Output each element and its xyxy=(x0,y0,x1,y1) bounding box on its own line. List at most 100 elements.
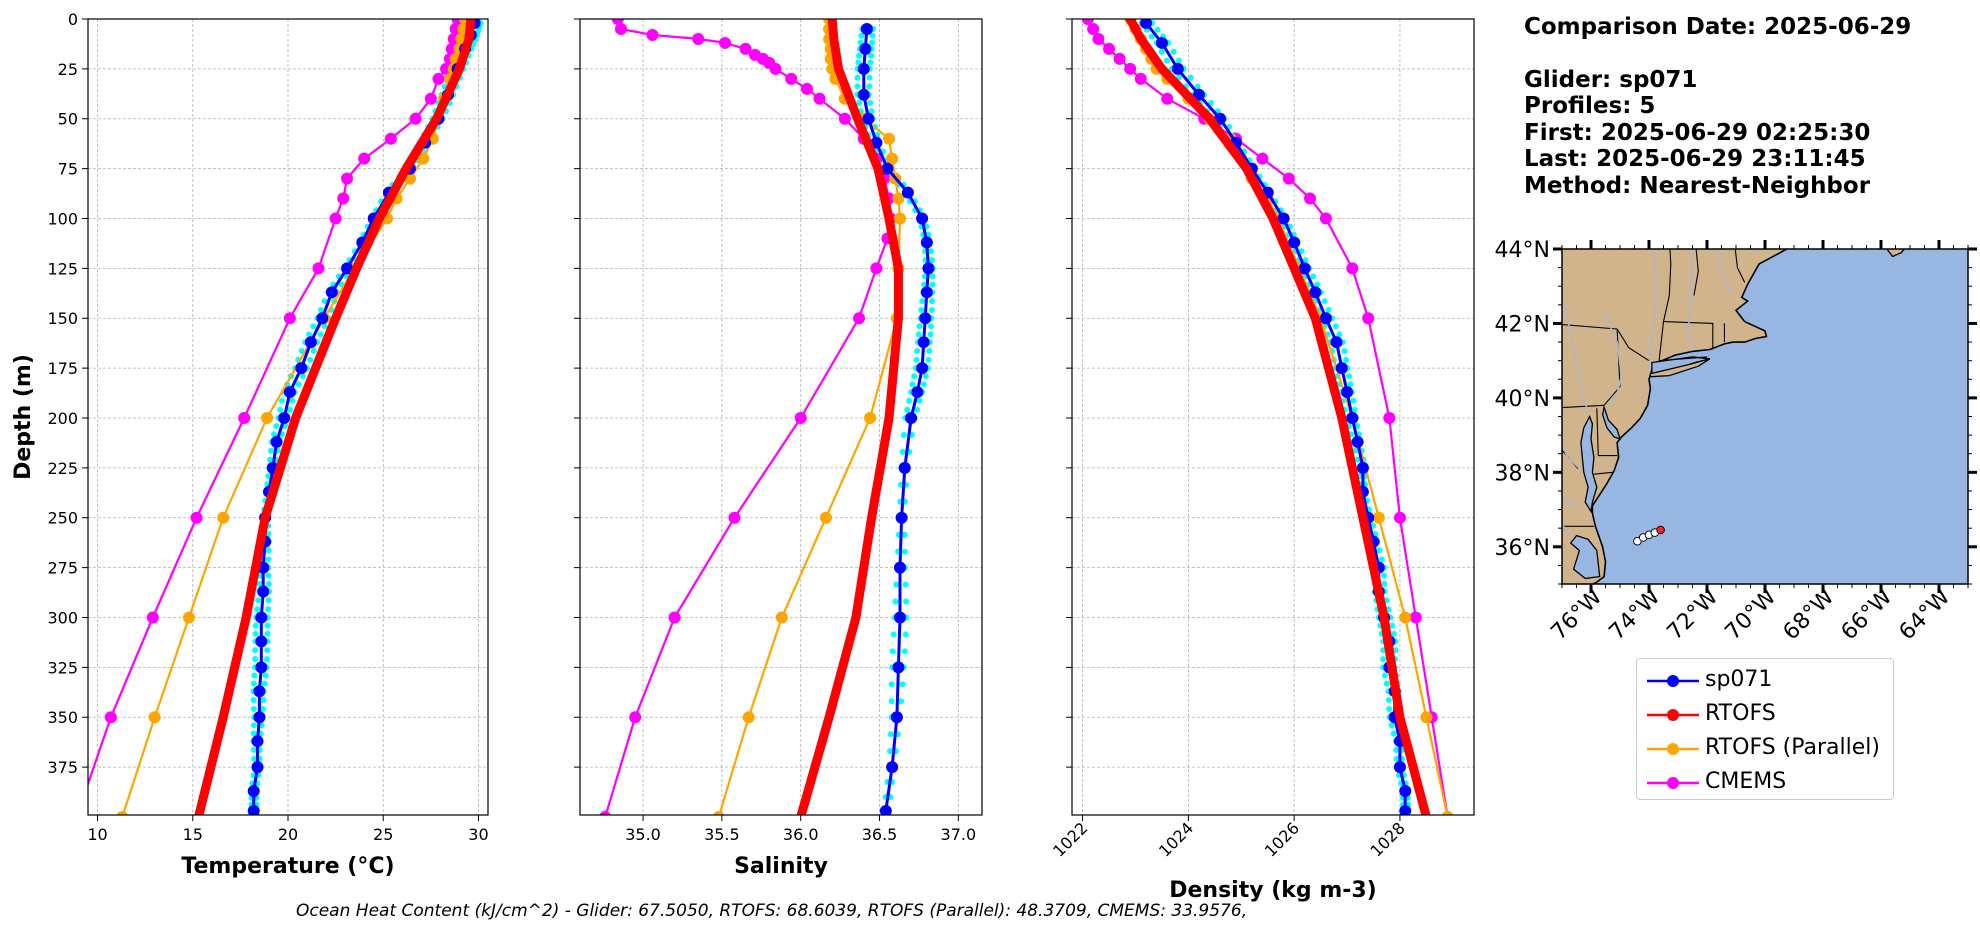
glider-raw-point xyxy=(866,83,873,90)
y-tick-label: 250 xyxy=(47,509,78,528)
ocean-heat-content-footer: Ocean Heat Content (kJ/cm^2) - Glider: 6… xyxy=(296,901,1248,921)
last-time: Last: 2025-06-29 23:11:45 xyxy=(1524,146,1866,172)
series-point-sp071 xyxy=(1192,88,1205,101)
glider-raw-point xyxy=(1381,672,1388,679)
glider-raw-point xyxy=(1346,373,1353,380)
glider-raw-point xyxy=(1310,273,1317,280)
x-tick-label: 35.5 xyxy=(704,825,740,844)
series-point-sp071 xyxy=(920,286,933,299)
series-point-cmems xyxy=(1092,32,1105,45)
series-point-cmems xyxy=(329,212,342,225)
river xyxy=(1564,304,1589,415)
glider-raw-point xyxy=(928,306,935,313)
glider-raw-point xyxy=(886,748,893,755)
glider-raw-point xyxy=(888,681,895,688)
series-point-cmems xyxy=(1409,611,1422,624)
state-border xyxy=(1593,471,1613,475)
state-border xyxy=(1616,328,1650,362)
series-point-cmems xyxy=(190,511,203,524)
series-point-sp071 xyxy=(247,785,260,798)
glider-raw-point xyxy=(1390,630,1397,637)
glider-raw-point xyxy=(264,622,271,629)
series-point-cmems xyxy=(785,72,798,85)
series-point-cmems xyxy=(1282,172,1295,185)
series-line-sp071 xyxy=(1144,21,1407,813)
glider-raw-point xyxy=(252,630,259,637)
glider-raw-point xyxy=(1148,33,1155,40)
map-lat-label: 40°N xyxy=(1495,387,1550,412)
legend-label-cmems: CMEMS xyxy=(1705,769,1787,794)
glider-raw-point xyxy=(1298,248,1305,255)
glider-raw-point xyxy=(929,273,936,280)
glider-raw-point xyxy=(261,680,268,687)
x-axis-label: Density (kg m-3) xyxy=(1169,878,1377,903)
series-point-sp071 xyxy=(1351,435,1364,448)
glider-raw-point xyxy=(1386,705,1393,712)
axes-frame xyxy=(1071,18,1475,816)
series-line-rtofs xyxy=(194,19,476,815)
series-point-cmems xyxy=(1087,22,1100,35)
glider-raw-point xyxy=(922,373,929,380)
plot-area xyxy=(599,19,936,815)
series-point-cmems xyxy=(1134,72,1147,85)
glider-location-map: 76°W74°W72°W70°W68°W66°W64°W 44°N 42°N 40°N… xyxy=(1495,238,1977,645)
series-point-cmems xyxy=(853,312,866,325)
series-point-sp071 xyxy=(1399,805,1412,815)
glider-raw-point xyxy=(1170,48,1177,55)
glider-raw-point xyxy=(1158,48,1165,55)
glider-raw-point xyxy=(299,373,306,380)
glider-raw-point xyxy=(1351,406,1358,413)
series-point-sp071 xyxy=(1155,36,1168,49)
glider-raw-point xyxy=(925,356,932,363)
x-tick-label: 36.5 xyxy=(862,825,898,844)
series-point-cmems xyxy=(728,511,741,524)
series-point-cmems xyxy=(719,36,732,49)
glider-raw-point xyxy=(250,680,257,687)
x-tick-label: 35.0 xyxy=(625,825,661,844)
glider-raw-point xyxy=(901,531,908,538)
state-border xyxy=(1658,249,1672,361)
series-line-rtofs xyxy=(1125,19,1431,815)
info-block: Comparison Date: 2025-06-29 Glider: sp07… xyxy=(1524,14,1911,199)
series-point-cmems xyxy=(283,312,296,325)
x-axis-label: Temperature (°C) xyxy=(181,854,394,879)
map-lon-label: 68°W xyxy=(1779,584,1840,645)
x-tick-label: 1022 xyxy=(1049,818,1091,860)
series-point-sp071 xyxy=(1309,286,1322,299)
glider-raw-point xyxy=(263,656,270,663)
series-point-sp071 xyxy=(247,805,260,815)
series-point-sp071 xyxy=(295,362,308,375)
series-point-cmems xyxy=(432,72,445,85)
glider-raw-point xyxy=(867,59,874,66)
glider-raw-point xyxy=(1325,306,1332,313)
glider-raw-point xyxy=(858,32,865,39)
glider-raw-point xyxy=(265,572,272,579)
series-point-rtofs-parallel xyxy=(182,611,195,624)
glider-raw-point xyxy=(1352,447,1359,454)
legend-label-rtofs-parallel: RTOFS (Parallel) xyxy=(1705,735,1880,760)
glider-raw-point xyxy=(306,331,313,338)
y-tick-label: 200 xyxy=(47,409,78,428)
glider-raw-point xyxy=(1385,697,1392,704)
series-point-sp071 xyxy=(857,62,870,75)
series-point-sp071 xyxy=(901,186,914,199)
glider-raw-point xyxy=(867,99,874,106)
glider-raw-point xyxy=(310,323,317,330)
series-point-rtofs-parallel xyxy=(148,711,161,724)
series-point-sp071 xyxy=(905,411,918,424)
glider-raw-point xyxy=(250,730,257,737)
glider-raw-point xyxy=(900,431,907,438)
map-lon-label: 72°W xyxy=(1663,584,1724,645)
glider-raw-point xyxy=(1347,381,1354,388)
glider-raw-point xyxy=(868,52,875,59)
glider-raw-point xyxy=(898,698,905,705)
y-tick-label: 25 xyxy=(58,60,78,79)
y-tick-label: 100 xyxy=(47,209,78,228)
series-point-sp071 xyxy=(862,112,875,125)
legend-swatch-rtofs-parallel xyxy=(1647,743,1699,755)
series-point-sp071 xyxy=(1277,212,1290,225)
glider-raw-point xyxy=(928,248,935,255)
series-point-sp071 xyxy=(1346,411,1359,424)
glider-raw-point xyxy=(866,74,873,81)
series-point-sp071 xyxy=(881,162,894,175)
